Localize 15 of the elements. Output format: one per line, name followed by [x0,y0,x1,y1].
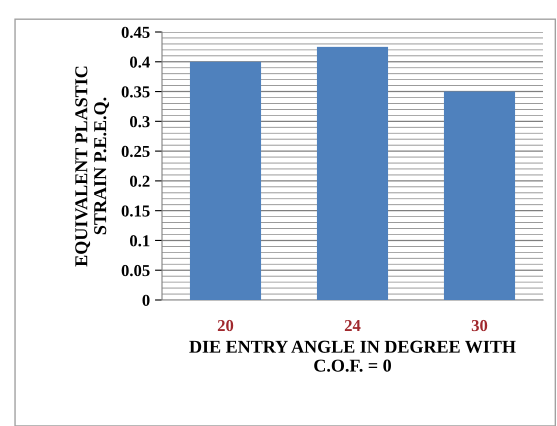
y-tick-label: 0.35 [122,86,150,98]
x-tick-label: 24 [344,320,361,332]
y-tick-label: 0.2 [130,176,150,187]
y-tick-label: 0.45 [122,26,150,38]
y-tick-label: 0.15 [122,205,150,217]
y-tick-label: 0.3 [130,116,150,128]
y-tick-label: 0.25 [122,146,150,158]
x-tick-label: 30 [472,320,488,332]
y-tick-label: 0 [142,294,150,306]
y-axis-title: EQUIVALENT PLASTIC STRAIN P.E.E.Q. [75,66,109,266]
x-axis-title: DIE ENTRY ANGLE IN DEGREE WITH C.O.F. = 0 [189,340,516,372]
y-tick-label: 0.1 [130,235,150,246]
y-tick-label: 0.4 [130,56,150,68]
x-tick-label: 20 [218,320,234,332]
y-tick-label: 0.05 [122,264,150,276]
